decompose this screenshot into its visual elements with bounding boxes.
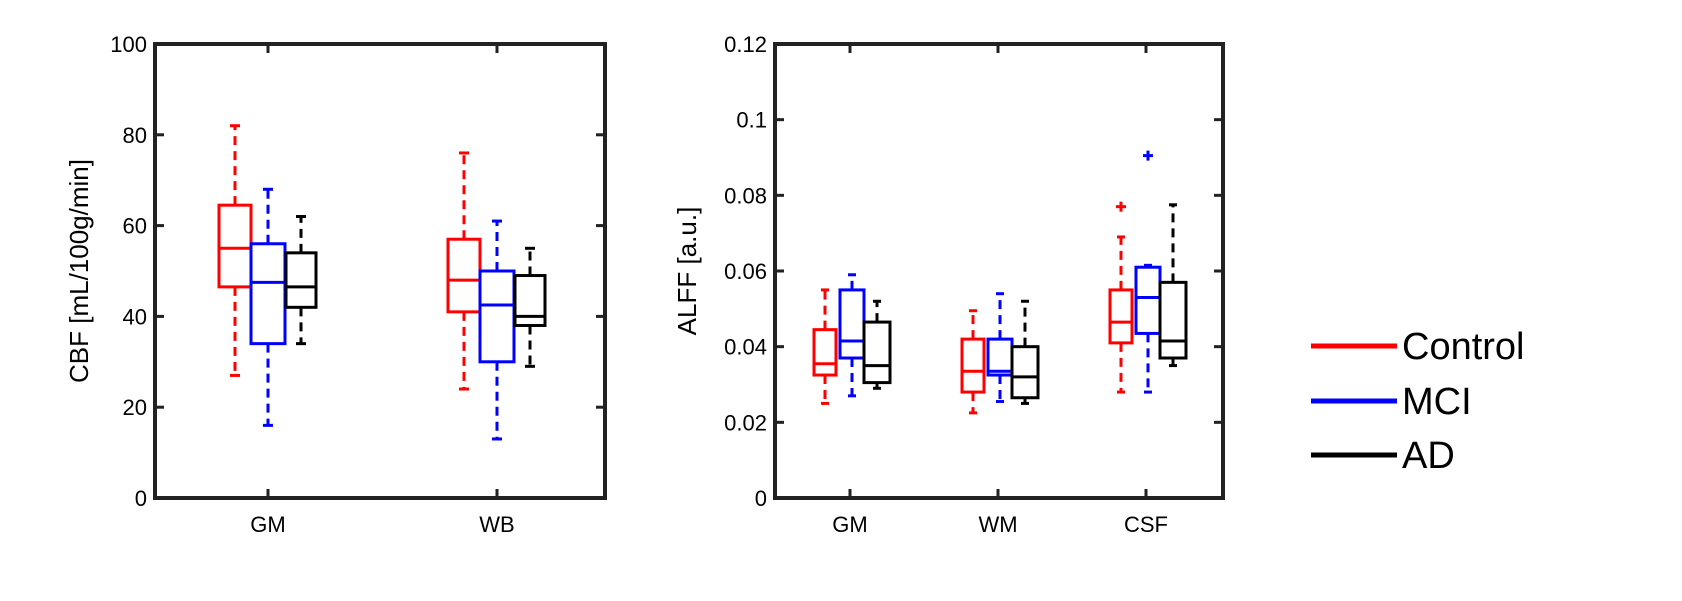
y-tick-label: 100 [110,32,147,57]
iqr-box [1108,288,1134,345]
box-control-csf [1108,201,1134,394]
alff-boxplot-panel: 0 0.02 0.04 0.06 0.08 0.1 0.12 GM WM CSF ALFF [a.u… [672,32,1225,537]
x-tick-label: GM [832,512,867,537]
iqr-box [284,251,318,309]
axes-frame [153,42,607,500]
legend-label-ad: AD [1402,435,1455,477]
y-tick-label: 0.02 [724,410,767,435]
box-mci-wm [986,292,1014,404]
iqr-box [838,288,866,360]
box-ad-csf [1158,203,1188,368]
y-tick-label: 0 [755,486,767,511]
x-tick-label: GM [250,512,285,537]
iqr-box [249,242,287,346]
y-tick-label: 0.06 [724,259,767,284]
y-tick-label: 0.04 [724,335,767,360]
x-tick-label: CSF [1124,512,1168,537]
iqr-box [478,269,516,364]
box-ad-wb [513,246,547,368]
iqr-box [446,237,482,314]
box-ad-gm [862,299,892,390]
x-tick-label: WM [978,512,1017,537]
outlier-marker [1143,150,1153,161]
y-tick-label: 0 [135,486,147,511]
iqr-box [1010,345,1040,400]
box-control-wb [446,151,482,391]
box-ad-gm [284,215,318,346]
cbf-boxplot-panel: 0 20 40 60 80 100 GM WB CBF [mL/100g/min] [64,32,607,537]
y-axis-label: CBF [mL/100g/min] [64,159,94,383]
y-tick-label: 0.12 [724,32,767,57]
iqr-box [960,337,986,394]
iqr-box [513,274,547,327]
y-axis-label: ALFF [a.u.] [672,207,702,336]
box-mci-wb [478,219,516,441]
box-mci-gm [249,187,287,427]
iqr-box [812,328,838,377]
y-tick-label: 20 [123,395,147,420]
box-control-wm [960,309,986,415]
box-ad-wm [1010,299,1040,405]
box-mci-csf [1134,150,1162,394]
iqr-box [1158,280,1188,360]
y-tick-label: 60 [123,214,147,239]
y-tick-label: 0.1 [736,108,767,133]
outlier-marker [1116,201,1126,212]
legend-label-control: Control [1402,326,1525,368]
iqr-box [986,337,1014,377]
iqr-box [1134,265,1162,335]
iqr-box [217,203,253,289]
y-tick-label: 40 [123,304,147,329]
y-tick-label: 80 [123,123,147,148]
axes-frame [773,42,1225,500]
box-control-gm [812,288,838,405]
y-tick-label: 0.08 [724,183,767,208]
x-tick-label: WB [479,512,514,537]
legend-label-mci: MCI [1402,381,1472,423]
legend: Control MCI AD [1311,326,1525,477]
box-control-gm [217,124,253,377]
box-mci-gm [838,273,866,398]
iqr-box [862,320,892,385]
